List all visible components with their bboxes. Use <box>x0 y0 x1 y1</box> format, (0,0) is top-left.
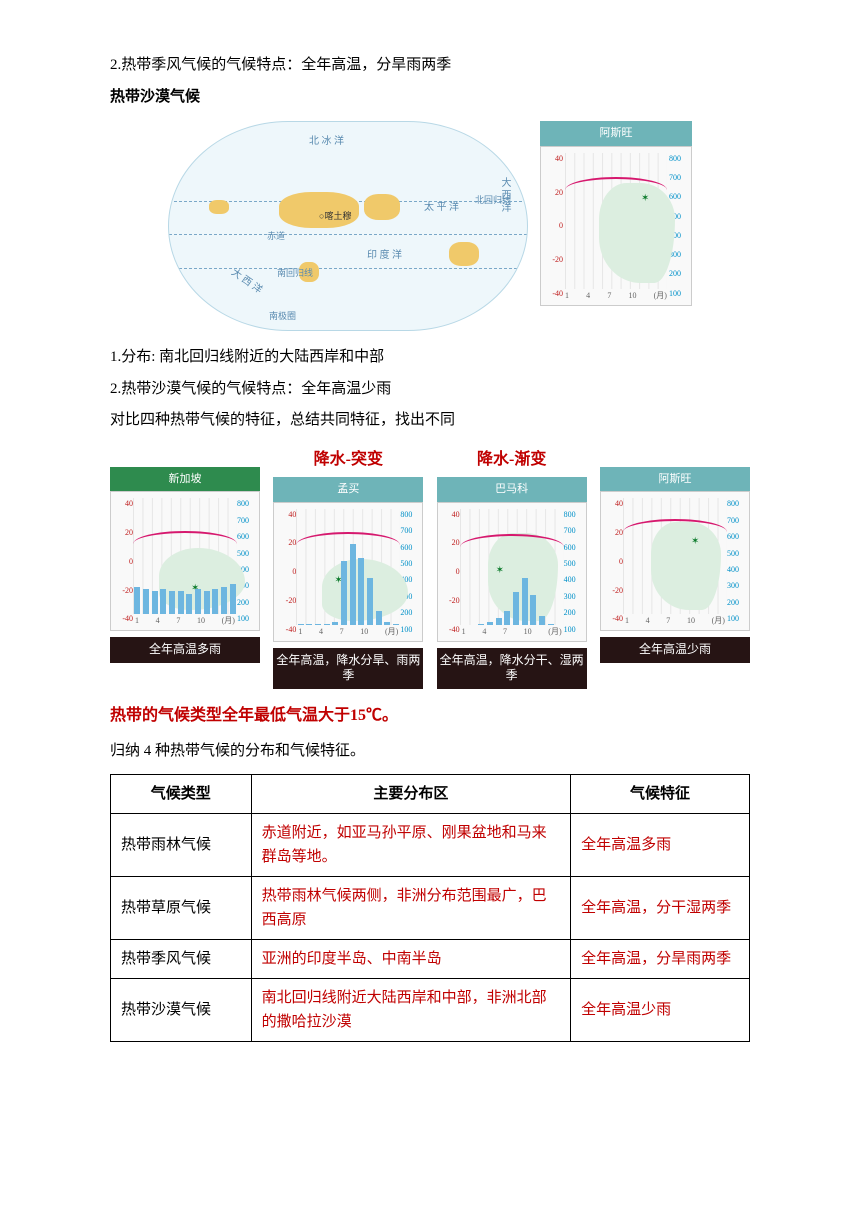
band-3: 全年高温少雨 <box>600 637 750 663</box>
char-value: 全年高温少雨 <box>301 381 391 397</box>
table-row: 热带草原气候热带雨林气候两侧，非洲分布范围最广，巴西高原全年高温，分干湿两季 <box>111 876 750 939</box>
aswan-chart-body: 40200-20-40 800700600500400300200100 ✶ 1… <box>540 146 692 306</box>
desert-us <box>209 200 229 214</box>
temp-curve <box>565 177 667 203</box>
compare-line: 对比四种热带气候的特征，总结共同特征，找出不同 <box>110 406 750 435</box>
dist-value: 南北回归线附近的大陆西岸和中部 <box>159 349 384 365</box>
col-aswan: 阿斯旺 40200-20-40 800700600500400300200100… <box>600 445 750 689</box>
x-axis: 14710(月) <box>565 288 667 303</box>
label-indian: 印 度 洋 <box>367 246 402 265</box>
temp-curve-2 <box>460 534 564 560</box>
equator-line <box>169 234 527 235</box>
temp-axis: 40200-20-40 <box>541 147 563 305</box>
label-tropic-n: 北回归线 <box>475 192 511 209</box>
tropic-south-line <box>169 268 527 269</box>
caption-sudden: 降水-突变 <box>314 445 383 475</box>
caption-gradual: 降水-渐变 <box>477 445 546 475</box>
table-row: 热带季风气候亚洲的印度半岛、中南半岛全年高温，分旱雨两季 <box>111 939 750 978</box>
band-2: 全年高温，降水分干、湿两季 <box>437 648 587 689</box>
table-header-row: 气候类型 主要分布区 气候特征 <box>111 774 750 813</box>
chart-singapore: 新加坡 40200-20-40 800700600500400300200100… <box>110 467 260 632</box>
aswan-chart: 阿斯旺 40200-20-40 800700600500400300200100… <box>540 121 692 306</box>
col-bamako: 降水-渐变 巴马科 40200-20-40 800700600500400300… <box>437 445 587 689</box>
chart-aswan-small: 阿斯旺 40200-20-40 800700600500400300200100… <box>600 467 750 632</box>
x-axis-1: 14710(月) <box>298 624 398 639</box>
bars-1 <box>296 509 400 625</box>
col-singapore: 新加坡 40200-20-40 800700600500400300200100… <box>110 445 260 689</box>
label-antarctic: 南极圈 <box>269 308 296 325</box>
intro-line-1: 2.热带季风气候的气候特点：全年高温，分旱雨两季 <box>110 51 750 80</box>
aswan-chart-title: 阿斯旺 <box>540 121 692 146</box>
maps-row: 北 冰 洋 太 平 洋 印 度 洋 大 西 洋 大 西 洋 北回归线 赤道 南回… <box>110 121 750 331</box>
band-1: 全年高温，降水分旱、雨两季 <box>273 648 423 689</box>
th-char: 气候特征 <box>571 774 750 813</box>
th-dist: 主要分布区 <box>251 774 571 813</box>
intro-line-1-label: 2.热带季风气候的气候特点： <box>110 57 301 73</box>
chart-title-1: 孟买 <box>273 477 423 502</box>
x-axis-2: 14710(月) <box>462 624 562 639</box>
temp-axis-1: 40200-20-40 <box>274 503 296 641</box>
dist-line: 1.分布: 南北回归线附近的大陆西岸和中部 <box>110 343 750 372</box>
four-charts-row: 新加坡 40200-20-40 800700600500400300200100… <box>110 445 750 689</box>
chart-title-3: 阿斯旺 <box>600 467 750 492</box>
label-arctic: 北 冰 洋 <box>309 132 344 151</box>
band-0: 全年高温多雨 <box>110 637 260 663</box>
label-pacific: 太 平 洋 <box>424 198 459 217</box>
th-type: 气候类型 <box>111 774 252 813</box>
climate-table: 气候类型 主要分布区 气候特征 热带雨林气候赤道附近，如亚马孙平原、刚果盆地和马… <box>110 774 750 1042</box>
chart-bamako: 巴马科 40200-20-40 800700600500400300200100… <box>437 477 587 642</box>
precip-axis-1: 800700600500400300200100 <box>400 503 422 641</box>
temp-axis-3: 40200-20-40 <box>601 492 623 630</box>
label-atlantic-w: 大 西 洋 <box>227 264 267 300</box>
char-label: 2.热带沙漠气候的气候特点： <box>110 381 301 397</box>
char-line: 2.热带沙漠气候的气候特点：全年高温少雨 <box>110 375 750 404</box>
section-heading: 热带沙漠气候 <box>110 83 750 112</box>
precip-axis-0: 800700600500400300200100 <box>237 492 259 630</box>
desert-aus <box>449 242 479 266</box>
x-axis-3: 14710(月) <box>625 613 725 628</box>
intro-line-1-value: 全年高温，分旱雨两季 <box>301 57 451 73</box>
col-mumbai: 降水-突变 孟买 40200-20-40 8007006005004003002… <box>273 445 423 689</box>
label-equator: 赤道 <box>267 228 285 245</box>
world-map: 北 冰 洋 太 平 洋 印 度 洋 大 西 洋 大 西 洋 北回归线 赤道 南回… <box>168 121 528 331</box>
dist-label: 1.分布: <box>110 349 159 365</box>
table-row: 热带雨林气候赤道附近，如亚马孙平原、刚果盆地和马来群岛等地。全年高温多雨 <box>111 813 750 876</box>
label-city: ○喀土穆 <box>319 208 351 225</box>
precip-axis-2: 800700600500400300200100 <box>564 503 586 641</box>
summary-intro: 归纳 4 种热带气候的分布和气候特征。 <box>110 737 750 766</box>
precip-axis-3: 800700600500400300200100 <box>727 492 749 630</box>
desert-arabia <box>364 194 400 220</box>
table-body: 热带雨林气候赤道附近，如亚马孙平原、刚果盆地和马来群岛等地。全年高温多雨热带草原… <box>111 813 750 1041</box>
temp-curve-0 <box>133 531 237 557</box>
x-axis-0: 14710(月) <box>135 613 235 628</box>
chart-title-0: 新加坡 <box>110 467 260 492</box>
label-tropic-s: 南回归线 <box>277 265 313 282</box>
bars-3 <box>623 498 727 614</box>
chart-mumbai: 孟买 40200-20-40 800700600500400300200100 … <box>273 477 423 642</box>
key-line: 热带的气候类型全年最低气温大于15℃。 <box>110 701 750 731</box>
temp-axis-0: 40200-20-40 <box>111 492 133 630</box>
temp-axis-2: 40200-20-40 <box>438 503 460 641</box>
bars-2 <box>460 509 564 625</box>
aswan-plot: ✶ <box>565 153 667 289</box>
table-row: 热带沙漠气候南北回归线附近大陆西岸和中部，非洲北部的撒哈拉沙漠全年高温少雨 <box>111 978 750 1041</box>
chart-title-2: 巴马科 <box>437 477 587 502</box>
temp-curve-3 <box>623 519 727 545</box>
temp-curve-1 <box>296 532 400 558</box>
